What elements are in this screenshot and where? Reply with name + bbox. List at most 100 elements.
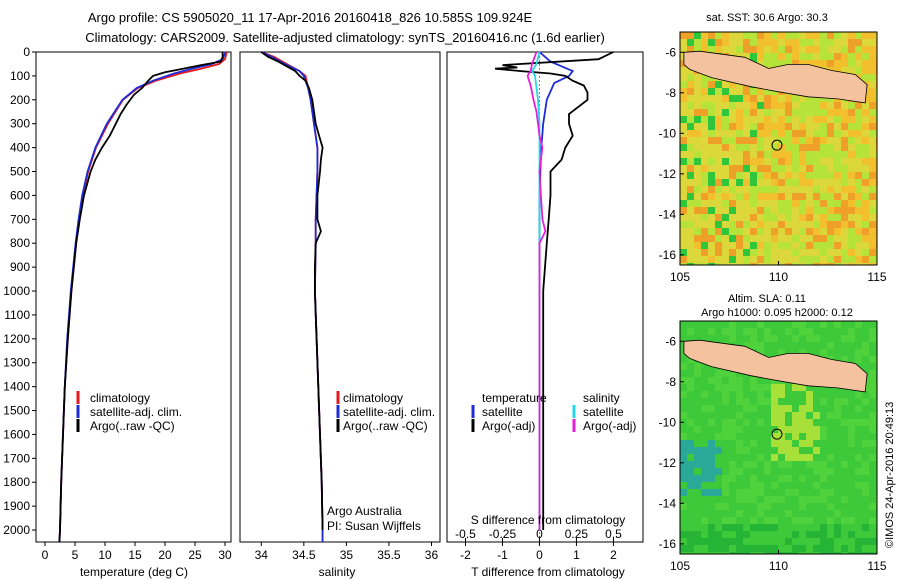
map-cell <box>848 123 855 130</box>
map-cell <box>764 335 771 342</box>
map-cell <box>848 328 855 335</box>
map-cell <box>680 32 687 39</box>
x-tick-label: 34.5 <box>292 548 316 562</box>
map-cell <box>687 221 694 228</box>
lat-tick-label: -6 <box>665 45 676 59</box>
map-cell <box>715 130 722 137</box>
map-cell <box>722 426 729 433</box>
map-cell <box>757 235 764 242</box>
map-cell <box>715 249 722 256</box>
temperature-xlabel: temperature (deg C) <box>80 565 188 579</box>
map-cell <box>785 538 792 545</box>
map-cell <box>841 242 848 249</box>
lat-tick-label: -16 <box>659 537 677 551</box>
map-cell <box>680 545 687 552</box>
map-cell <box>869 123 876 130</box>
map-cell <box>862 242 869 249</box>
map-cell <box>792 235 799 242</box>
map-cell <box>708 461 715 468</box>
map-cell <box>855 482 862 489</box>
map-cell <box>708 214 715 221</box>
map-cell <box>750 130 757 137</box>
map-cell <box>869 426 876 433</box>
map-cell <box>687 158 694 165</box>
map-cell <box>792 419 799 426</box>
map-cell <box>750 524 757 531</box>
map-cell <box>799 123 806 130</box>
map-cell <box>841 130 848 137</box>
map-cell <box>799 165 806 172</box>
map-cell <box>722 328 729 335</box>
map-cell <box>820 193 827 200</box>
map-cell <box>722 130 729 137</box>
map-cell <box>792 214 799 221</box>
legend-label-satellite: satellite-adj. clim. <box>343 405 435 419</box>
map-cell <box>841 207 848 214</box>
map-cell <box>806 123 813 130</box>
map-cell <box>799 130 806 137</box>
map-cell <box>806 130 813 137</box>
map-cell <box>694 81 701 88</box>
map-cell <box>750 263 757 265</box>
map-cell <box>722 102 729 109</box>
map-cell <box>736 39 743 46</box>
map-cell <box>687 356 694 363</box>
map-cell <box>771 335 778 342</box>
map-cell <box>806 235 813 242</box>
x-tick-label: 20 <box>158 548 172 562</box>
map-cell <box>792 207 799 214</box>
map-cell <box>813 39 820 46</box>
map-cell <box>680 123 687 130</box>
y-tick-label: 1500 <box>3 404 30 418</box>
map-cell <box>722 538 729 545</box>
map-cell <box>687 88 694 95</box>
map-cell <box>869 384 876 391</box>
sla-map-title: Altim. SLA: 0.11 <box>728 293 806 305</box>
map-cell <box>694 447 701 454</box>
map-cell <box>743 256 750 263</box>
map-cell <box>778 447 785 454</box>
map-cell <box>757 39 764 46</box>
map-cell <box>736 207 743 214</box>
map-cell <box>736 398 743 405</box>
map-cell <box>785 39 792 46</box>
map-cell <box>750 137 757 144</box>
map-cell <box>715 193 722 200</box>
map-cell <box>736 242 743 249</box>
map-cell <box>848 109 855 116</box>
map-cell <box>680 172 687 179</box>
map-cell <box>750 186 757 193</box>
map-cell <box>792 130 799 137</box>
temperature-series <box>58 51 228 543</box>
x-tick-label: 15 <box>128 548 142 562</box>
map-cell <box>869 32 876 39</box>
y-tick-label: 500 <box>10 165 30 179</box>
map-cell <box>820 109 827 116</box>
map-cell <box>806 398 813 405</box>
s-tick-label: 0.5 <box>605 527 622 541</box>
map-cell <box>694 200 701 207</box>
map-cell <box>687 165 694 172</box>
map-cell <box>729 221 736 228</box>
map-cell <box>687 440 694 447</box>
map-cell <box>722 186 729 193</box>
map-cell <box>834 510 841 517</box>
map-cell <box>736 531 743 538</box>
map-cell <box>715 109 722 116</box>
map-cell <box>771 109 778 116</box>
map-cell <box>701 468 708 475</box>
map-cell <box>687 531 694 538</box>
map-cell <box>799 263 806 265</box>
map-cell <box>757 482 764 489</box>
map-cell <box>694 221 701 228</box>
map-cell <box>771 384 778 391</box>
x-tick-label: 30 <box>218 548 232 562</box>
map-cell <box>729 461 736 468</box>
map-cell <box>694 172 701 179</box>
map-cell <box>757 242 764 249</box>
map-cell <box>813 193 820 200</box>
map-cell <box>799 109 806 116</box>
map-cell <box>708 249 715 256</box>
map-cell <box>771 39 778 46</box>
map-cell <box>848 165 855 172</box>
